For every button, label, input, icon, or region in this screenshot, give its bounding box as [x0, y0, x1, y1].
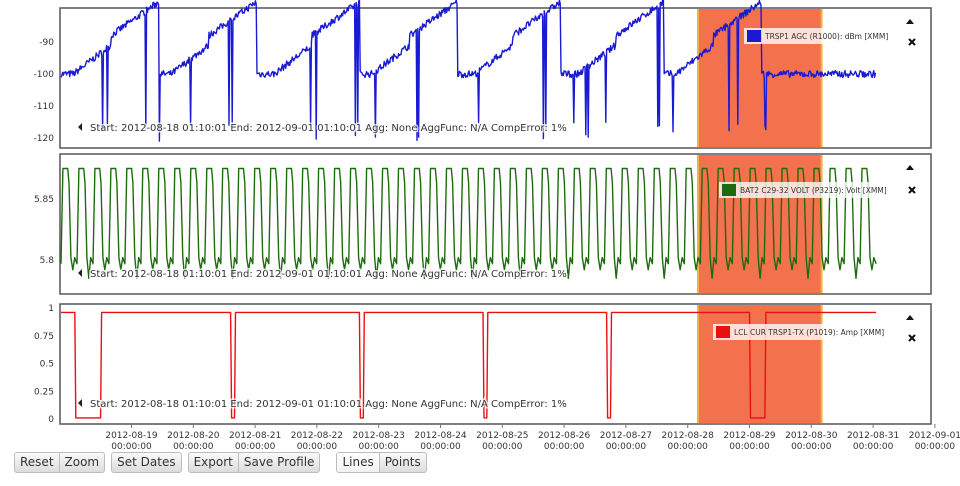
- x-tick-time: 00:00:00: [544, 442, 585, 452]
- export-button[interactable]: Export: [189, 452, 239, 472]
- series-line[interactable]: [60, 167, 877, 279]
- x-tick-time: 00:00:00: [915, 442, 956, 452]
- x-tick-date: 2012-08-23: [353, 431, 405, 441]
- x-tick-date: 2012-08-20: [167, 431, 220, 441]
- x-axis: 2012-08-1900:00:002012-08-2000:00:002012…: [105, 424, 960, 452]
- x-tick-time: 00:00:00: [173, 442, 214, 452]
- chart-panel-3: 1 0.75 0.5 0.25 0 Start: 2012-08-18 01:10:01 …: [34, 303, 932, 425]
- x-tick-date: 2012-08-25: [476, 431, 528, 441]
- x-tick-date: 2012-08-24: [414, 431, 467, 441]
- close-panel-icon[interactable]: [908, 334, 916, 342]
- x-tick-date: 2012-08-21: [229, 431, 281, 441]
- x-tick-time: 00:00:00: [729, 442, 770, 452]
- info-toggle-icon[interactable]: [78, 123, 82, 131]
- legend-label: BAT2 C29-32 VOLT (P3219): Volt [XMM]: [740, 186, 887, 195]
- x-tick-time: 00:00:00: [111, 442, 152, 452]
- x-tick-date: 2012-08-22: [291, 431, 343, 441]
- chart-panel-1: -90 -100 -110 -120 Start: 2012-08-18 01:10:0…: [34, 0, 932, 149]
- chart-toolbar: Reset Zoom Set Dates Export Save Profile…: [14, 451, 433, 473]
- close-panel-icon[interactable]: [908, 38, 916, 46]
- x-tick-date: 2012-08-30: [785, 431, 838, 441]
- x-tick-time: 00:00:00: [606, 442, 647, 452]
- x-tick-time: 00:00:00: [235, 442, 276, 452]
- save-profile-button[interactable]: Save Profile: [243, 454, 315, 469]
- y-tick-label: 5.85: [34, 195, 54, 205]
- chart-panel-2: 5.85 5.8 Start: 2012-08-18 01:10:01 End: 2…: [34, 153, 932, 295]
- toolbar-group-view: Reset Zoom: [14, 451, 106, 473]
- chart-info-text: Start: 2012-08-18 01:10:01 End: 2012-09-…: [90, 123, 567, 134]
- x-tick-date: 2012-08-26: [538, 431, 591, 441]
- info-toggle-icon[interactable]: [78, 269, 82, 277]
- x-tick-date: 2012-08-19: [105, 431, 158, 441]
- lines-mode-button[interactable]: Lines: [337, 452, 380, 472]
- toolbar-group-dates: Set Dates: [111, 451, 182, 473]
- y-tick-label: 5.8: [40, 256, 55, 266]
- y-tick-label: -120: [34, 134, 55, 144]
- x-tick-time: 00:00:00: [358, 442, 399, 452]
- chart-info-text: Start: 2012-08-18 01:10:01 End: 2012-09-…: [90, 399, 567, 410]
- x-tick-time: 00:00:00: [482, 442, 523, 452]
- y-tick-label: 0.75: [34, 332, 54, 342]
- chart-info-text: Start: 2012-08-18 01:10:01 End: 2012-09-…: [90, 269, 567, 280]
- toolbar-group-mode: Lines Points: [336, 451, 427, 473]
- x-tick-date: 2012-08-31: [847, 431, 899, 441]
- info-toggle-icon[interactable]: [78, 399, 82, 407]
- collapse-panel-icon[interactable]: [906, 315, 914, 320]
- legend-label: LCL CUR TRSP1-TX (P1019): Amp [XMM]: [734, 328, 884, 337]
- series-line[interactable]: [61, 311, 877, 419]
- x-tick-time: 00:00:00: [297, 442, 338, 452]
- y-tick-label: 0.5: [40, 360, 54, 370]
- x-tick-time: 00:00:00: [420, 442, 461, 452]
- x-tick-date: 2012-08-29: [723, 431, 776, 441]
- legend-label: TRSP1 AGC (R1000): dBm [XMM]: [764, 32, 888, 41]
- legend-swatch[interactable]: [716, 326, 730, 338]
- x-tick-date: 2012-08-27: [600, 431, 652, 441]
- collapse-panel-icon[interactable]: [906, 19, 914, 24]
- zoom-button[interactable]: Zoom: [64, 454, 100, 469]
- y-tick-label: 0.25: [34, 387, 54, 397]
- legend-box: [719, 182, 914, 198]
- x-tick-time: 00:00:00: [791, 442, 832, 452]
- y-tick-label: 0: [48, 415, 54, 425]
- close-panel-icon[interactable]: [908, 186, 916, 194]
- legend-swatch[interactable]: [722, 184, 736, 196]
- x-tick-time: 00:00:00: [667, 442, 708, 452]
- points-mode-button[interactable]: Points: [384, 454, 421, 469]
- toolbar-group-export: Export Save Profile: [187, 451, 321, 473]
- legend-swatch[interactable]: [747, 30, 761, 42]
- y-tick-label: 1: [48, 304, 54, 314]
- collapse-panel-icon[interactable]: [906, 165, 914, 170]
- y-tick-label: -100: [34, 70, 55, 80]
- y-tick-label: -90: [39, 38, 54, 48]
- reset-button[interactable]: Reset: [15, 452, 60, 472]
- x-tick-time: 00:00:00: [853, 442, 894, 452]
- series-line[interactable]: [60, 0, 877, 142]
- legend-box: [744, 28, 914, 44]
- set-dates-button[interactable]: Set Dates: [117, 454, 176, 469]
- legend-box: [713, 324, 908, 340]
- highlight-band[interactable]: [698, 305, 822, 423]
- y-tick-label: -110: [34, 102, 55, 112]
- x-tick-date: 2012-08-28: [662, 431, 715, 441]
- x-tick-date: 2012-09-01: [909, 431, 960, 441]
